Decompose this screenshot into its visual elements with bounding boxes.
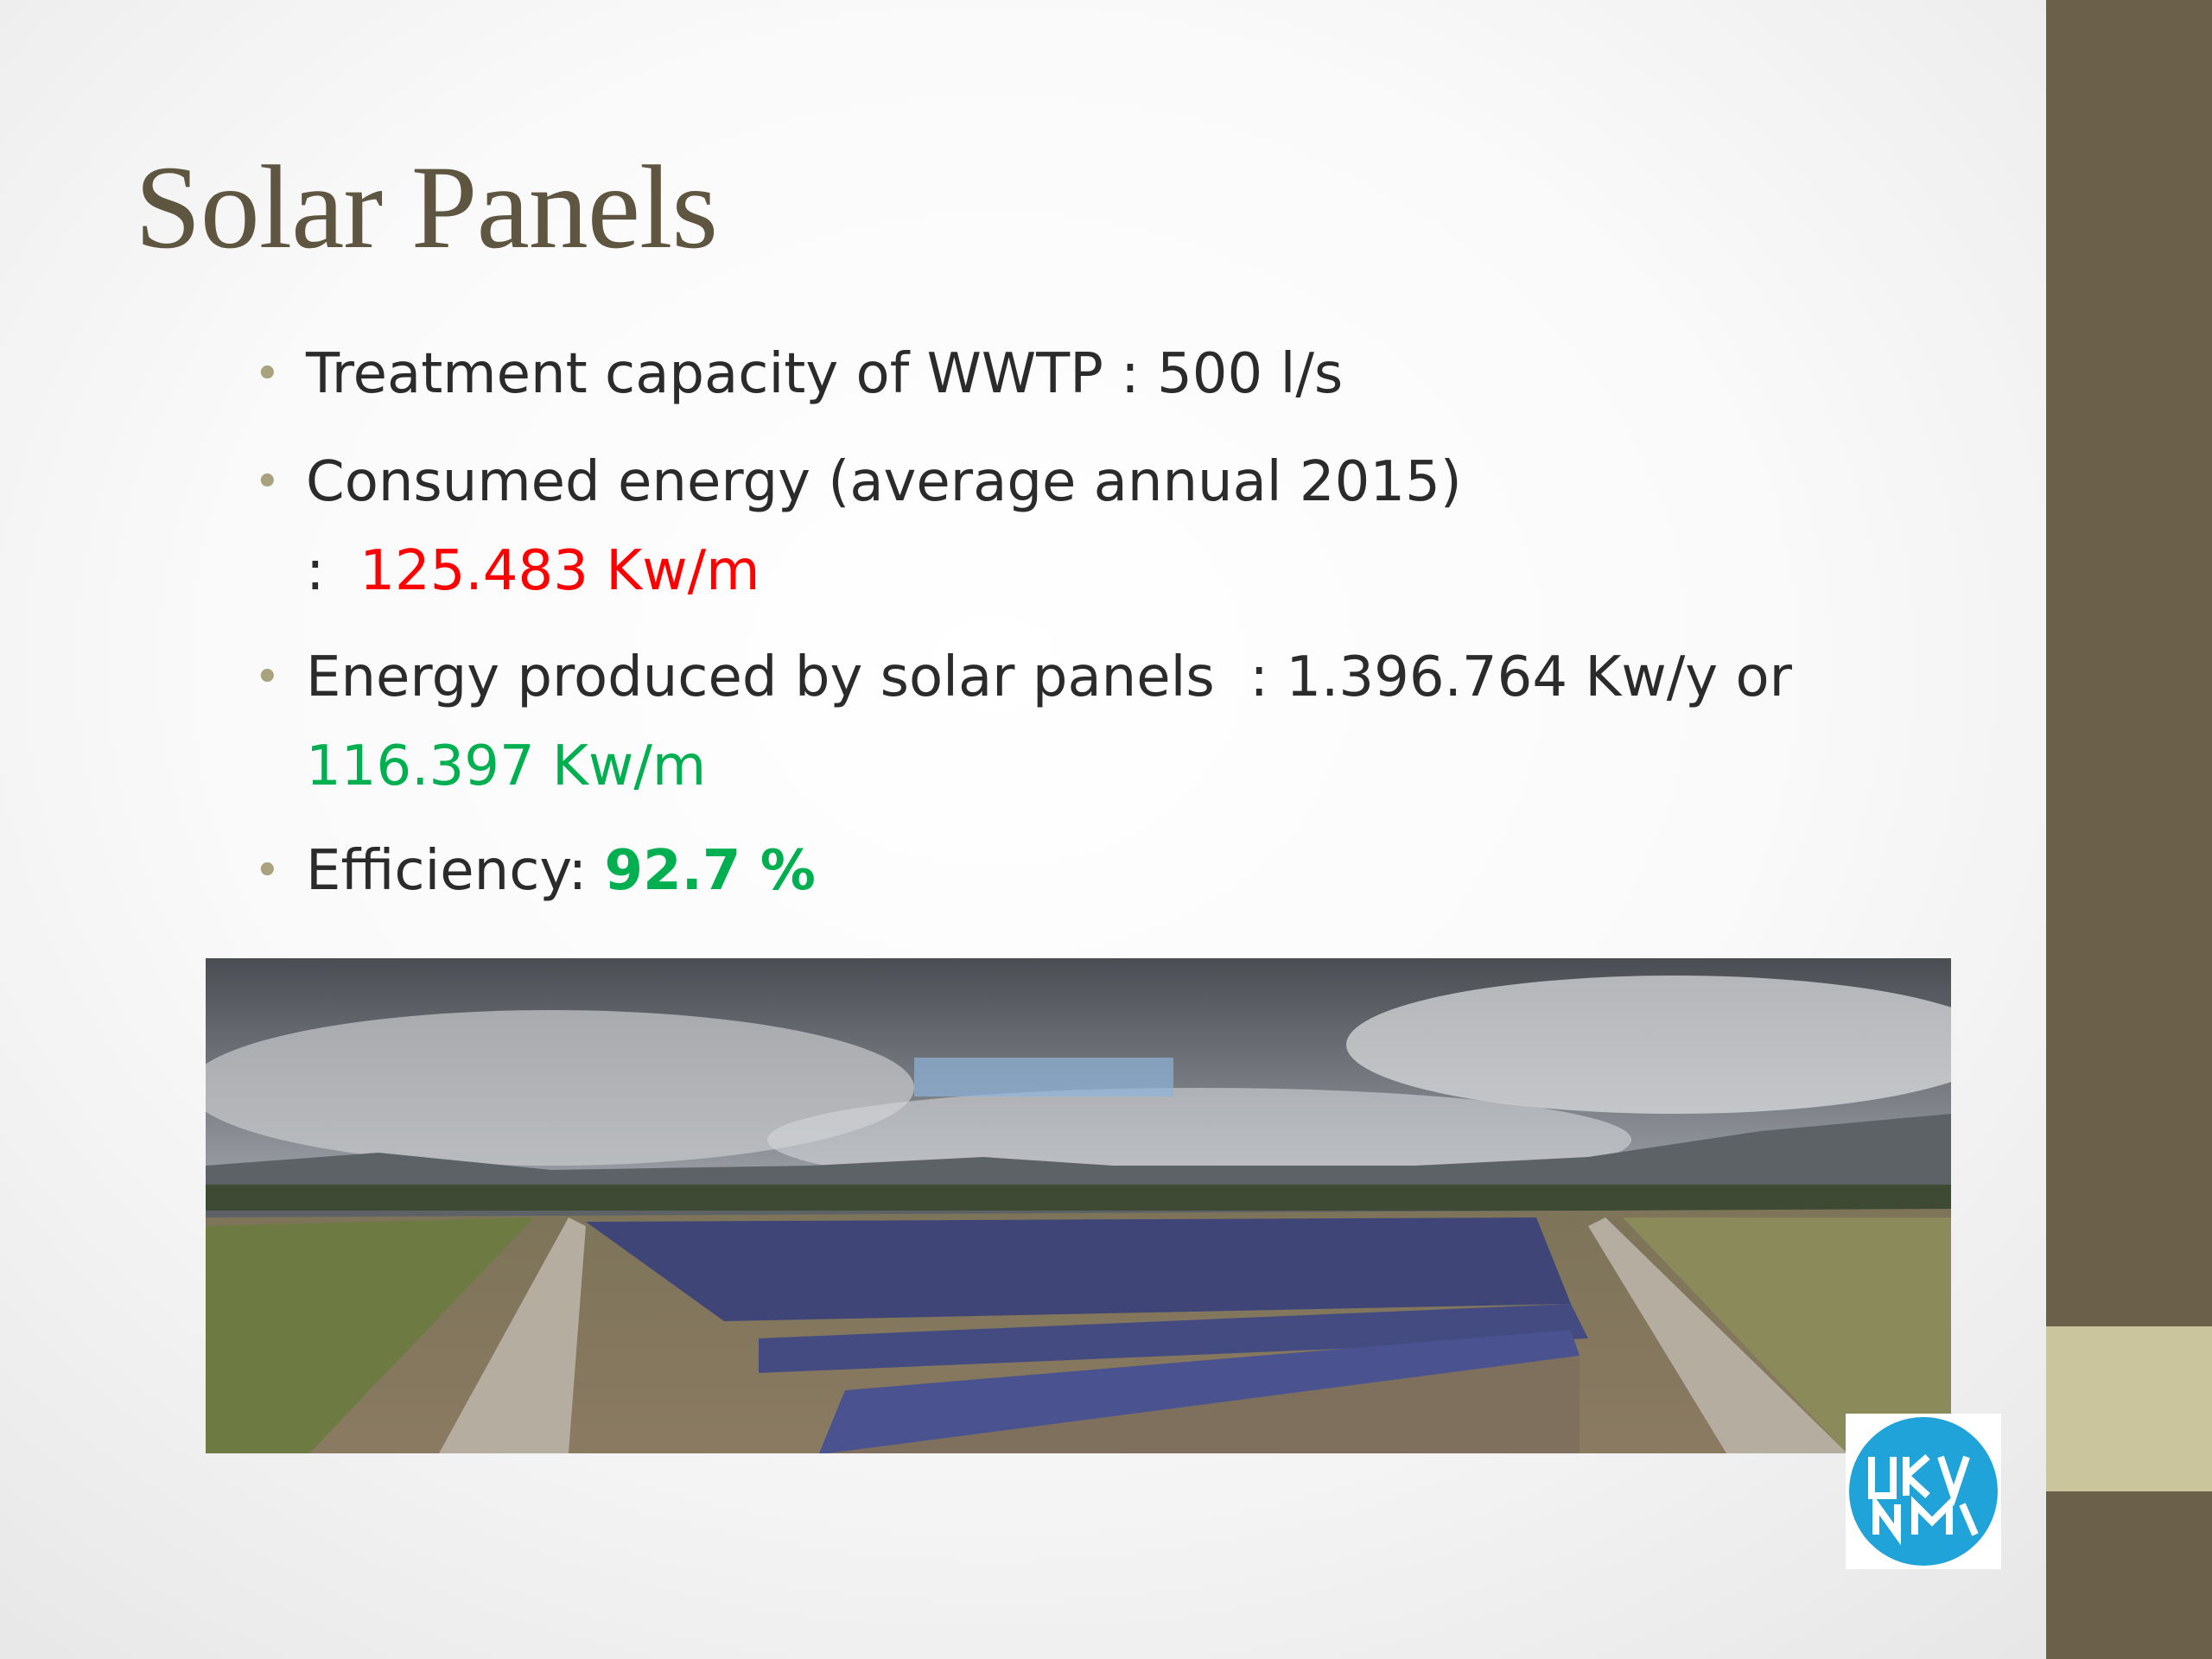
logo — [1846, 1414, 2001, 1569]
bullet: Efficiency: 92.7 % — [254, 827, 816, 916]
slide-title: Solar Panels — [135, 141, 718, 273]
bullet-text: Treatment capacity of WWTP : 500 l/s — [306, 342, 1344, 406]
bullet-text: Energy produced by solar panels : 1.396.… — [306, 645, 1792, 709]
bullet: Energy produced by solar panels : 1.396.… — [254, 633, 1792, 811]
highlight: 116.397 Kw/m — [306, 734, 707, 798]
highlight: 92.7 % — [604, 839, 816, 903]
separator: : — [306, 539, 325, 603]
solar-photo — [206, 958, 1951, 1453]
bullet: Treatment capacity of WWTP : 500 l/s — [254, 330, 1344, 419]
sidebar-band — [2046, 1326, 2212, 1491]
highlight: 125.483 Kw/m — [359, 539, 760, 603]
bullet: Consumed energy (average annual 2015): 1… — [254, 438, 1462, 616]
bullet-text: Efficiency: — [306, 839, 588, 903]
bullet-text: Consumed energy (average annual 2015) — [306, 450, 1462, 514]
